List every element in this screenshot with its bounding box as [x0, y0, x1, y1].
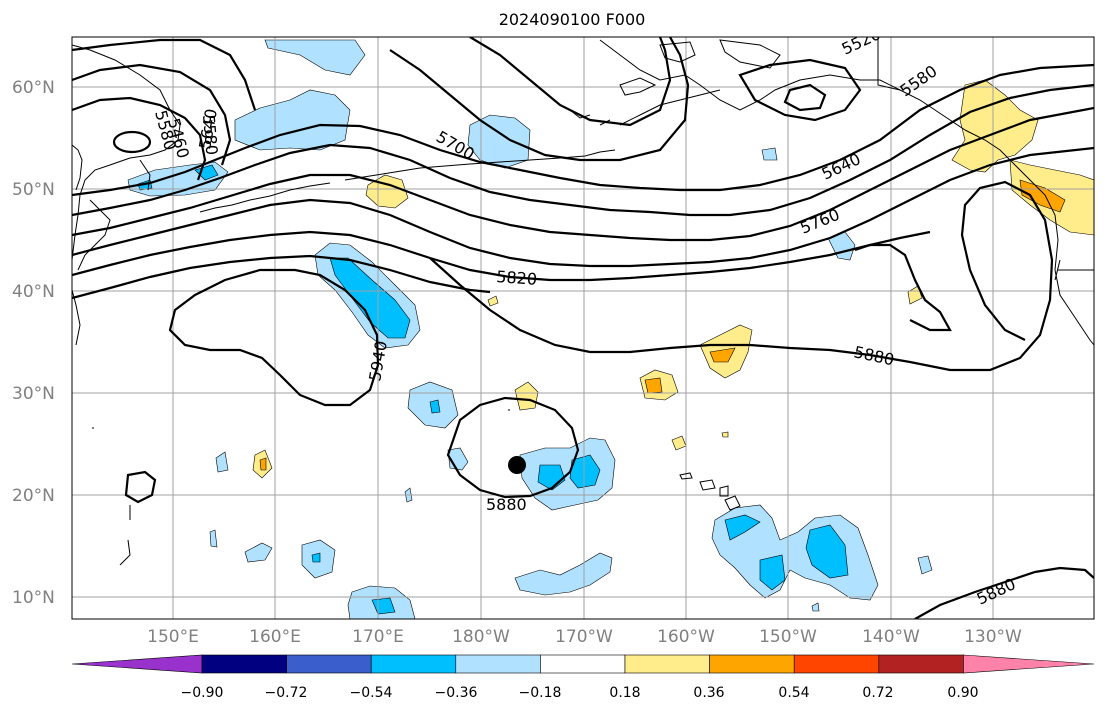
- colorbar-bin: [709, 654, 795, 674]
- coastlines: [72, 37, 1094, 566]
- colorbar-bin: [370, 654, 457, 674]
- colorbar-bin: [201, 654, 287, 674]
- lon-label: 170°E: [352, 627, 404, 647]
- contour-label: 5880: [486, 495, 527, 514]
- colorbar-bin: [455, 654, 541, 674]
- colorbar-tick: −0.54: [350, 685, 393, 701]
- colorbar-bin: [878, 654, 964, 674]
- contour-label: 5820: [496, 267, 538, 289]
- colorbar-tick-labels: −0.90 −0.72 −0.54 −0.36 −0.18 0.18 0.36 …: [181, 685, 979, 701]
- colorbar-tick: −0.18: [519, 685, 562, 701]
- colorbar-tick: 0.36: [693, 685, 724, 701]
- colorbar-tick: 0.72: [862, 685, 893, 701]
- lat-label: 20°N: [12, 486, 55, 506]
- lon-label: 140°W: [862, 627, 920, 647]
- graticule: [72, 37, 1094, 619]
- lon-label: 150°W: [759, 627, 817, 647]
- lat-label: 60°N: [12, 78, 55, 98]
- colorbar-tick: −0.72: [265, 685, 308, 701]
- colorbar-tick: 0.18: [609, 685, 640, 701]
- colorbar-bin: [286, 654, 372, 674]
- colorbar-tick: 0.90: [947, 685, 978, 701]
- colorbar-tick: −0.90: [181, 685, 224, 701]
- lat-label: 50°N: [12, 180, 55, 200]
- colorbar: [71, 654, 1095, 674]
- lat-label: 10°N: [12, 588, 55, 608]
- colorbar-bin: [540, 654, 626, 674]
- map-title: 2024090100 F000: [498, 10, 646, 29]
- lat-label: 30°N: [12, 384, 55, 404]
- lat-label: 40°N: [12, 282, 55, 302]
- height-contours: [72, 37, 1094, 619]
- contour-label: 5580: [199, 114, 221, 156]
- storm-center-marker: [508, 456, 526, 474]
- colorbar-bin: [793, 654, 880, 674]
- colorbar-tick: −0.36: [435, 685, 478, 701]
- lon-label: 130°W: [964, 627, 1022, 647]
- lon-label: 170°W: [555, 627, 613, 647]
- map-background: [72, 37, 1094, 619]
- map-frame: [71, 36, 1095, 620]
- latitude-labels: 60°N 50°N 40°N 30°N 20°N 10°N: [12, 78, 55, 608]
- lon-label: 160°E: [249, 627, 301, 647]
- longitude-labels: 150°E 160°E 170°E 180°W 170°W 160°W 150°…: [147, 627, 1022, 647]
- lon-label: 160°W: [657, 627, 715, 647]
- colorbar-extend-low: [71, 654, 203, 674]
- negative-anomaly-fills: [127, 39, 933, 619]
- colorbar-bin: [624, 654, 710, 674]
- positive-anomaly-fills: [252, 79, 1094, 479]
- colorbar-tick: 0.54: [778, 685, 809, 701]
- lon-label: 180°W: [452, 627, 510, 647]
- lon-label: 150°E: [147, 627, 199, 647]
- colorbar-extend-high: [963, 654, 1095, 674]
